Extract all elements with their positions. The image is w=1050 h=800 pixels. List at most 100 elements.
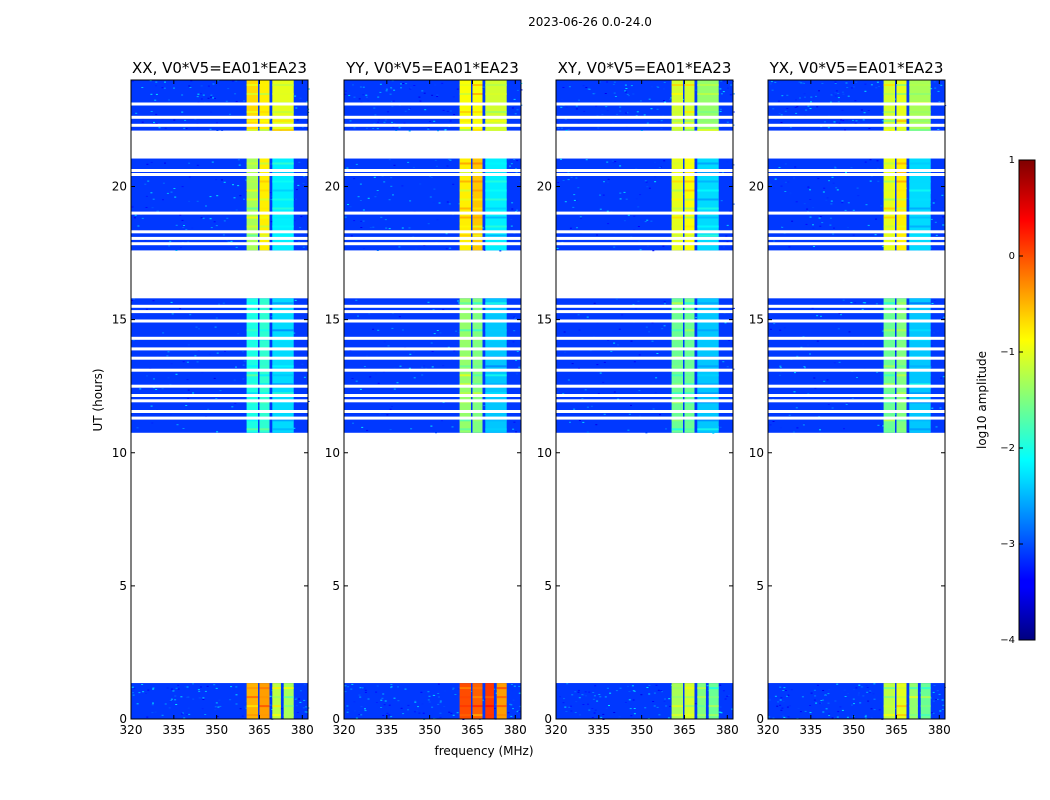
noise-speck (235, 686, 238, 688)
noise-speck (221, 129, 224, 131)
noise-speck (682, 706, 685, 708)
band-striation (472, 392, 483, 395)
noise-speck (573, 408, 576, 410)
data-block (131, 683, 308, 719)
noise-speck (656, 353, 659, 354)
band-striation (472, 714, 483, 717)
noise-speck (815, 95, 817, 97)
noise-speck (449, 247, 452, 249)
noise-speck (779, 699, 782, 701)
noise-speck (803, 93, 806, 95)
noise-speck (795, 240, 798, 242)
noise-speck (835, 90, 838, 92)
noise-speck (783, 687, 786, 689)
noise-speck (135, 346, 138, 348)
noise-speck (458, 302, 460, 304)
noise-speck (619, 687, 622, 689)
noise-speck (422, 712, 425, 714)
noise-speck (648, 331, 651, 333)
noise-speck (439, 700, 442, 702)
noise-speck (376, 193, 379, 195)
noise-speck (436, 330, 439, 331)
noise-speck (347, 204, 349, 205)
noise-speck (235, 366, 237, 368)
noise-speck (241, 715, 244, 717)
noise-speck (656, 86, 659, 88)
band-striation (708, 696, 719, 699)
noise-speck (384, 700, 387, 702)
noise-speck (786, 706, 789, 708)
band-striation (671, 111, 683, 113)
noise-speck (560, 158, 562, 160)
noise-speck (568, 86, 571, 88)
noise-speck (210, 227, 213, 229)
noise-speck (355, 299, 358, 301)
noise-speck (512, 428, 515, 430)
x-axis-label: frequency (MHz) (434, 744, 533, 758)
flag-gap-line (768, 151, 945, 155)
noise-speck (631, 685, 634, 687)
noise-speck (185, 229, 188, 231)
band-striation (909, 216, 931, 219)
noise-speck (578, 367, 580, 369)
noise-speck (201, 372, 204, 374)
flag-gap-line (556, 384, 733, 388)
noise-speck (518, 366, 521, 368)
flag-gap-line (344, 410, 521, 413)
noise-speck (347, 708, 349, 710)
noise-speck (854, 302, 857, 304)
noise-speck (773, 187, 776, 189)
noise-speck (197, 93, 200, 95)
noise-speck (624, 90, 627, 92)
noise-speck (235, 101, 238, 102)
flag-gap-line (556, 236, 733, 240)
noise-speck (367, 99, 370, 101)
noise-speck (401, 185, 404, 187)
noise-speck (209, 218, 212, 220)
noise-speck (393, 89, 396, 91)
noise-speck (837, 92, 840, 94)
noise-speck (562, 702, 565, 704)
band-striation (246, 302, 258, 305)
noise-speck (367, 197, 370, 199)
band-striation (697, 392, 719, 395)
noise-speck (619, 165, 622, 167)
noise-speck (866, 687, 869, 688)
noise-speck (216, 195, 219, 197)
band-striation (684, 383, 695, 386)
noise-speck (236, 363, 239, 365)
noise-speck (449, 120, 452, 122)
noise-speck (682, 122, 685, 124)
noise-speck (493, 715, 496, 717)
noise-speck (380, 707, 383, 708)
noise-speck (935, 234, 938, 236)
noise-speck (344, 216, 347, 218)
noise-speck (558, 119, 561, 121)
band-striation (459, 696, 471, 699)
rfi-band (472, 158, 483, 251)
noise-speck (516, 711, 519, 713)
noise-speck (374, 196, 377, 198)
band-striation (246, 374, 258, 377)
band-striation (909, 302, 931, 305)
noise-speck (786, 108, 789, 109)
noise-speck (640, 130, 643, 131)
noise-speck (656, 706, 659, 708)
noise-speck (665, 705, 668, 707)
x-tick-label: 335 (162, 723, 185, 737)
noise-speck (586, 406, 589, 408)
band-striation (697, 329, 719, 332)
noise-speck (662, 245, 665, 247)
flag-gap-line (768, 310, 945, 314)
band-striation (697, 687, 706, 690)
noise-speck (399, 365, 402, 367)
band-striation (272, 234, 294, 237)
band-striation (697, 93, 719, 95)
noise-speck (712, 432, 715, 434)
band-striation (684, 705, 695, 708)
noise-speck (573, 199, 576, 201)
noise-speck (144, 239, 147, 241)
noise-speck (874, 234, 877, 236)
noise-speck (639, 194, 642, 196)
noise-speck (185, 405, 188, 406)
